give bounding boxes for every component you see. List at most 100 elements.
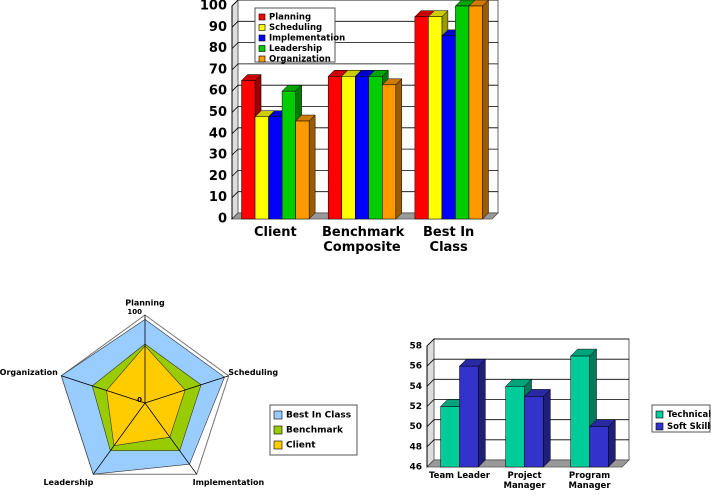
legend-swatch [258,55,266,63]
bar-side [308,114,316,220]
bar-side [608,419,616,468]
y-tick-label: 30 [209,148,227,163]
grid-line [231,0,498,7]
bar-side [395,78,403,220]
bar-front [241,80,256,220]
r-tick-label: 0 [137,396,142,404]
bar-front [354,76,370,220]
grid-line [231,63,498,71]
bar-front [368,76,383,220]
grid-line [426,419,629,427]
legend-label: Organization [269,55,331,65]
bar-front [589,426,609,468]
bar [381,78,403,220]
legend-label: Scheduling [269,23,322,33]
grid-line [426,378,629,387]
y-tick-label: 20 [209,169,227,184]
legend-swatch [258,13,266,21]
grid-line [231,191,498,198]
legend-swatch [258,34,266,42]
x-tick-label: Client [253,225,297,240]
bar [588,419,616,468]
legend-label: Best In Class [286,411,351,421]
grid-line [231,148,498,156]
bar-front [341,76,356,220]
y-tick-label: 52 [409,402,422,412]
bar-front [428,16,443,220]
bar-front [455,5,470,220]
bar-front [570,355,590,468]
bar-front [440,406,460,468]
y-tick-label: 70 [209,62,227,77]
axis-label: Planning [125,299,165,308]
bar-front [254,116,269,220]
bar-front [524,396,544,468]
y-tick-label: 50 [409,422,422,432]
radar-spoke [61,375,146,404]
axis-label: Organization [0,368,58,377]
bar-front [414,16,429,220]
grid-line [426,358,629,367]
legend-label: Client [286,441,316,451]
y-tick-label: 40 [209,126,227,141]
bar-front [295,120,310,220]
axis-label: Scheduling [228,368,278,377]
grid-line [426,338,629,347]
y-tick-label: 58 [409,342,422,352]
legend-label: Leadership [269,44,322,54]
y-tick-label: 0 [218,212,227,227]
grid-line [231,169,498,177]
x-tick-label: Program Manager [568,471,611,491]
bar [468,0,489,220]
x-tick-label: Best In Class [423,225,475,255]
bar-front [281,90,296,220]
x-tick-label: Project Manager [503,471,546,491]
legend-label: Planning [269,13,311,23]
legend-label: Implementation [269,34,345,44]
x-tick-label: Benchmark Composite [322,225,405,255]
bar-side [478,358,486,468]
radar-area [106,345,186,447]
bar-side [482,0,489,220]
y-tick-label: 10 [209,190,227,205]
legend-label: Benchmark [286,426,344,436]
y-tick-label: 50 [209,105,227,120]
y-tick-label: 100 [200,0,227,14]
grid-line [231,42,498,49]
axis-label: Leadership [43,478,93,487]
radar-spoke [92,402,146,475]
legend-swatch [258,24,266,31]
bar [523,388,551,468]
bar-front [468,5,483,220]
legend-swatch [655,410,664,419]
y-tick-label: 48 [409,442,422,452]
bar-front [459,365,479,468]
grid-line [426,399,629,407]
axis-label: Implementation [193,478,265,487]
legend-swatch [273,425,283,435]
y-tick-label: 60 [209,84,227,99]
legend-box [254,7,336,63]
y-tick-label: 46 [409,463,422,473]
y-tick-label: 56 [409,362,422,372]
x-tick-label: Team Leader [429,471,490,481]
y-tick-label: 80 [209,41,227,56]
grid-line [231,84,498,92]
grid-line [231,127,498,135]
grid-line [231,106,498,113]
bar-front [505,386,525,468]
legend-swatch [258,45,266,52]
legend-box [269,404,358,456]
r-tick-label: 100 [127,308,142,316]
bar-front [327,76,342,220]
grid-line [426,439,629,448]
bar-front [382,84,397,220]
y-tick-label: 54 [409,382,422,392]
grid-line [231,20,498,28]
legend-label: Soft Skills [667,422,711,432]
legend-swatch [655,422,664,431]
legend-label: Technical [667,410,711,420]
radar-spoke [144,402,198,475]
bar-front [441,35,456,220]
